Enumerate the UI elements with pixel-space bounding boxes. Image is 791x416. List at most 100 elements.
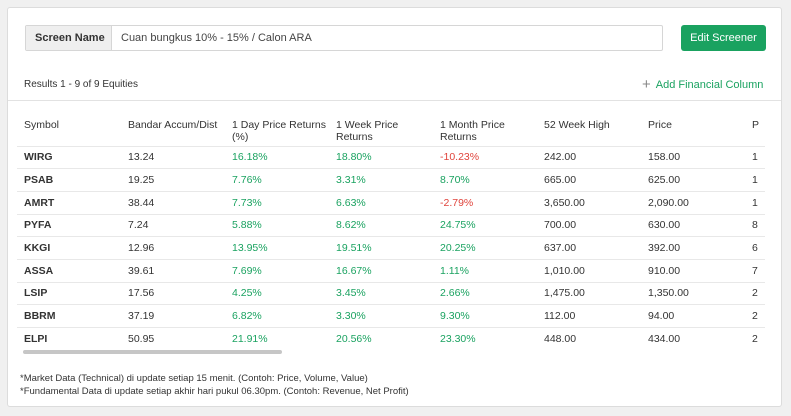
- price-cell: 1,350.00: [641, 281, 745, 305]
- table-row[interactable]: AMRT 38.44 7.73% 6.63% -2.79% 3,650.00 2,090.0…: [17, 190, 765, 215]
- results-count: Results 1 - 9 of 9 Equities: [24, 79, 138, 90]
- symbol-cell[interactable]: LSIP: [17, 281, 121, 305]
- symbol-cell[interactable]: ELPI: [17, 327, 121, 351]
- week-return-cell: 18.80%: [329, 145, 433, 169]
- plus-icon: +: [642, 76, 651, 93]
- screen-name-label: Screen Name: [26, 26, 112, 50]
- price-cell: 392.00: [641, 236, 745, 260]
- p-cell: 8: [745, 213, 765, 237]
- price-cell: 434.00: [641, 327, 745, 351]
- bandar-cell: 13.24: [121, 145, 225, 169]
- table-row[interactable]: PSAB 19.25 7.76% 3.31% 8.70% 665.00 625.00 1: [17, 168, 765, 192]
- day-return-cell: 5.88%: [225, 213, 329, 237]
- symbol-cell[interactable]: WIRG: [17, 145, 121, 169]
- column-header-1week[interactable]: 1 Week Price Returns: [336, 119, 399, 143]
- symbol-cell[interactable]: KKGI: [17, 236, 121, 260]
- symbol-cell[interactable]: ASSA: [17, 258, 121, 283]
- column-header-1day[interactable]: 1 Day Price Returns (%): [232, 119, 326, 143]
- high52-cell: 242.00: [537, 145, 641, 169]
- bandar-cell: 38.44: [121, 190, 225, 215]
- column-header-symbol[interactable]: Symbol: [24, 119, 60, 131]
- day-return-cell: 13.95%: [225, 236, 329, 260]
- week-return-cell: 20.56%: [329, 327, 433, 351]
- high52-cell: 448.00: [537, 327, 641, 351]
- symbol-cell[interactable]: PYFA: [17, 213, 121, 237]
- column-header-bandar[interactable]: Bandar Accum/Dist: [128, 119, 218, 131]
- price-cell: 625.00: [641, 168, 745, 192]
- week-return-cell: 6.63%: [329, 190, 433, 215]
- column-header-52week-high[interactable]: 52 Week High: [544, 119, 610, 131]
- edit-screener-button[interactable]: Edit Screener: [681, 25, 766, 51]
- table-row[interactable]: BBRM 37.19 6.82% 3.30% 9.30% 112.00 94.00 2: [17, 304, 765, 328]
- day-return-cell: 16.18%: [225, 145, 329, 169]
- p-cell: 1: [745, 190, 765, 215]
- add-financial-column-button[interactable]: + Add Financial Column: [642, 77, 763, 92]
- high52-cell: 1,010.00: [537, 258, 641, 283]
- bandar-cell: 37.19: [121, 304, 225, 328]
- column-header-price[interactable]: Price: [648, 119, 672, 131]
- month-return-cell: 8.70%: [433, 168, 537, 192]
- table-row[interactable]: WIRG 13.24 16.18% 18.80% -10.23% 242.00 158.00…: [17, 145, 765, 169]
- day-return-cell: 7.69%: [225, 258, 329, 283]
- table-row[interactable]: ELPI 50.95 21.91% 20.56% 23.30% 448.00 434.00 2: [17, 327, 765, 351]
- symbol-cell[interactable]: PSAB: [17, 168, 121, 192]
- bandar-cell: 17.56: [121, 281, 225, 305]
- high52-cell: 112.00: [537, 304, 641, 328]
- p-cell: 7: [745, 258, 765, 283]
- week-return-cell: 16.67%: [329, 258, 433, 283]
- price-cell: 910.00: [641, 258, 745, 283]
- week-return-cell: 19.51%: [329, 236, 433, 260]
- high52-cell: 1,475.00: [537, 281, 641, 305]
- price-cell: 630.00: [641, 213, 745, 237]
- horizontal-scrollbar[interactable]: [23, 350, 282, 354]
- month-return-cell: -10.23%: [433, 145, 537, 169]
- p-cell: 2: [745, 327, 765, 351]
- divider: [8, 100, 781, 101]
- month-return-cell: -2.79%: [433, 190, 537, 215]
- day-return-cell: 4.25%: [225, 281, 329, 305]
- screener-card: Screen Name Cuan bungkus 10% - 15% / Cal…: [7, 7, 782, 407]
- month-return-cell: 1.11%: [433, 258, 537, 283]
- p-cell: 1: [745, 145, 765, 169]
- footnotes: *Market Data (Technical) di update setia…: [20, 372, 409, 398]
- table-row[interactable]: PYFA 7.24 5.88% 8.62% 24.75% 700.00 630.00 8: [17, 213, 765, 237]
- table-row[interactable]: KKGI 12.96 13.95% 19.51% 20.25% 637.00 392.00 6: [17, 236, 765, 260]
- p-cell: 2: [745, 304, 765, 328]
- bandar-cell: 7.24: [121, 213, 225, 237]
- month-return-cell: 20.25%: [433, 236, 537, 260]
- week-return-cell: 8.62%: [329, 213, 433, 237]
- column-header-p[interactable]: P: [752, 119, 760, 131]
- price-cell: 2,090.00: [641, 190, 745, 215]
- high52-cell: 700.00: [537, 213, 641, 237]
- bandar-cell: 50.95: [121, 327, 225, 351]
- day-return-cell: 7.76%: [225, 168, 329, 192]
- bandar-cell: 19.25: [121, 168, 225, 192]
- footnote-fundamental-data: *Fundamental Data di update setiap akhir…: [20, 386, 409, 397]
- week-return-cell: 3.30%: [329, 304, 433, 328]
- month-return-cell: 9.30%: [433, 304, 537, 328]
- week-return-cell: 3.45%: [329, 281, 433, 305]
- week-return-cell: 3.31%: [329, 168, 433, 192]
- high52-cell: 3,650.00: [537, 190, 641, 215]
- day-return-cell: 6.82%: [225, 304, 329, 328]
- high52-cell: 637.00: [537, 236, 641, 260]
- add-financial-column-label: Add Financial Column: [655, 78, 764, 91]
- month-return-cell: 2.66%: [433, 281, 537, 305]
- day-return-cell: 21.91%: [225, 327, 329, 351]
- price-cell: 94.00: [641, 304, 745, 328]
- screen-name-field[interactable]: Screen Name Cuan bungkus 10% - 15% / Cal…: [25, 25, 663, 51]
- symbol-cell[interactable]: AMRT: [17, 190, 121, 215]
- day-return-cell: 7.73%: [225, 190, 329, 215]
- table-row[interactable]: ASSA 39.61 7.69% 16.67% 1.11% 1,010.00 910.00 7: [17, 258, 765, 283]
- p-cell: 2: [745, 281, 765, 305]
- table-row[interactable]: LSIP 17.56 4.25% 3.45% 2.66% 1,475.00 1,350.00…: [17, 281, 765, 305]
- bandar-cell: 12.96: [121, 236, 225, 260]
- price-cell: 158.00: [641, 145, 745, 169]
- results-table: Symbol Bandar Accum/Dist 1 Day Price Ret…: [17, 114, 765, 351]
- screen-name-value[interactable]: Cuan bungkus 10% - 15% / Calon ARA: [121, 32, 312, 44]
- bandar-cell: 39.61: [121, 258, 225, 283]
- high52-cell: 665.00: [537, 168, 641, 192]
- column-header-1month[interactable]: 1 Month Price Returns: [440, 119, 505, 143]
- footnote-market-data: *Market Data (Technical) di update setia…: [20, 373, 368, 384]
- symbol-cell[interactable]: BBRM: [17, 304, 121, 328]
